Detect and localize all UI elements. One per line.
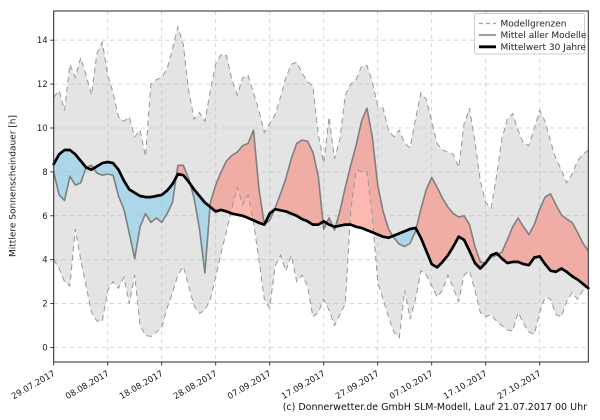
model-range-fill — [53, 27, 589, 338]
x-tick-label: 17.10.2017 — [442, 369, 489, 402]
x-tick-label: 27.10.2017 — [496, 369, 543, 402]
y-tick-label: 8 — [42, 168, 47, 178]
legend-item-mittelwert-30-jahre: Mittelwert 30 Jahre — [479, 43, 587, 53]
x-tick-label: 28.08.2017 — [172, 369, 219, 402]
anomaly-fills — [53, 108, 589, 289]
below-normal-fill — [53, 150, 498, 273]
x-tick-label: 08.08.2017 — [64, 369, 111, 402]
y-tick-label: 12 — [37, 80, 48, 90]
model-range-band — [53, 27, 589, 338]
legend-label: Modellgrenzen — [501, 20, 567, 30]
legend-label: Mittelwert 30 Jahre — [501, 43, 587, 53]
gridlines — [53, 11, 589, 362]
x-tick-label: 07.09.2017 — [226, 369, 273, 402]
model-upper-bound-line — [53, 25, 589, 210]
model-mean-line — [52, 107, 589, 274]
x-tick-label: 07.10.2017 — [388, 369, 435, 402]
y-tick-label: 10 — [37, 124, 48, 134]
copyright-footer: (c) Donnerwetter.de GmbH SLM-Modell, Lau… — [282, 402, 587, 413]
legend: Modellgrenzen Mittel aller Modelle Mitte… — [474, 13, 587, 55]
data-lines — [52, 107, 590, 290]
x-tick-label: 18.08.2017 — [118, 369, 165, 402]
x-tick-label: 27.09.2017 — [334, 369, 381, 402]
climatology-30y-line — [52, 148, 590, 290]
x-tick-label: 17.09.2017 — [280, 369, 327, 402]
legend-item-mittel-aller-modelle: Mittel aller Modelle — [479, 31, 587, 41]
y-tick-label: 2 — [42, 300, 47, 310]
x-tick-label: 29.07.2017 — [10, 369, 57, 402]
y-axis-label: Mittlere Sonnenscheindauer [h] — [9, 115, 19, 257]
y-tick-label: 14 — [37, 36, 48, 46]
legend-label: Mittel aller Modelle — [501, 31, 587, 41]
legend-item-modellgrenzen: Modellgrenzen — [479, 20, 566, 30]
y-tick-label: 0 — [42, 344, 47, 354]
legend-box — [474, 13, 585, 55]
y-tick-label: 6 — [42, 212, 47, 222]
model-range-borders — [53, 25, 589, 339]
axes — [50, 10, 589, 366]
plot-frame — [53, 10, 589, 363]
y-tick-label: 4 — [42, 256, 47, 266]
model-lower-bound-line — [53, 168, 589, 339]
